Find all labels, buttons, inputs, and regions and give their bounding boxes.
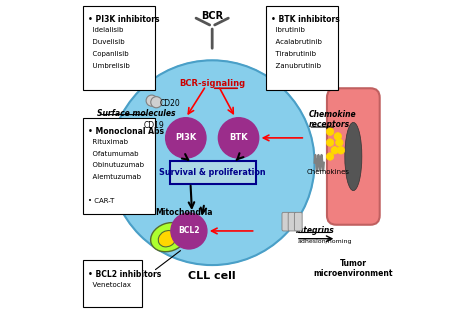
Text: PI3K: PI3K	[175, 133, 196, 142]
Text: • Monoclonal Abs: • Monoclonal Abs	[88, 127, 164, 136]
FancyBboxPatch shape	[327, 88, 380, 225]
Text: CD20: CD20	[159, 99, 180, 108]
Circle shape	[151, 97, 162, 108]
Text: Ofatumumab: Ofatumumab	[88, 151, 138, 156]
Circle shape	[165, 118, 206, 158]
Circle shape	[219, 118, 259, 158]
Text: Idelalisib: Idelalisib	[88, 27, 123, 33]
Text: Integrins: Integrins	[296, 226, 335, 235]
Text: BCR-signaling: BCR-signaling	[179, 79, 245, 88]
Text: Survival & proliferation: Survival & proliferation	[159, 168, 266, 177]
Text: Obinutuzumab: Obinutuzumab	[88, 162, 144, 168]
FancyBboxPatch shape	[83, 260, 142, 307]
Text: • BCL2 inhibitors: • BCL2 inhibitors	[88, 270, 161, 279]
Circle shape	[326, 128, 334, 136]
Text: Mitochondria: Mitochondria	[155, 208, 212, 217]
Circle shape	[331, 146, 338, 154]
FancyBboxPatch shape	[288, 212, 296, 231]
Text: • PI3K inhibitors: • PI3K inhibitors	[88, 15, 160, 24]
Text: • BTK inhibitors: • BTK inhibitors	[271, 15, 340, 24]
Text: Chemokine
receptors: Chemokine receptors	[309, 110, 356, 129]
Ellipse shape	[345, 122, 362, 191]
FancyBboxPatch shape	[83, 118, 155, 214]
Text: BTK: BTK	[229, 133, 248, 142]
Text: CLL cell: CLL cell	[188, 271, 236, 281]
Text: Surface molecules: Surface molecules	[97, 109, 176, 118]
Text: Chemokines: Chemokines	[307, 169, 350, 175]
FancyBboxPatch shape	[266, 6, 338, 90]
Text: Rituximab: Rituximab	[88, 139, 128, 145]
Circle shape	[326, 139, 334, 146]
Text: Ibrutinib: Ibrutinib	[271, 27, 305, 33]
Text: • CAR-T: • CAR-T	[88, 198, 114, 204]
Text: Zanubrutinib: Zanubrutinib	[271, 63, 321, 69]
Circle shape	[171, 213, 207, 249]
Text: Duvelisib: Duvelisib	[88, 39, 125, 45]
Text: adhesion/homing: adhesion/homing	[298, 239, 352, 244]
Text: CD19: CD19	[144, 121, 164, 130]
Circle shape	[336, 139, 343, 146]
Circle shape	[337, 146, 345, 154]
Ellipse shape	[158, 231, 176, 247]
Text: BCR: BCR	[201, 11, 223, 21]
Circle shape	[326, 153, 334, 160]
Text: Tirabrutinib: Tirabrutinib	[271, 51, 316, 57]
FancyBboxPatch shape	[170, 161, 255, 184]
Text: Tumor
microenvironment: Tumor microenvironment	[314, 259, 393, 278]
Text: Acalabrutinib: Acalabrutinib	[271, 39, 322, 45]
Text: BCL2: BCL2	[178, 226, 200, 235]
FancyBboxPatch shape	[282, 212, 290, 231]
FancyBboxPatch shape	[294, 212, 302, 231]
Text: Umbrelisib: Umbrelisib	[88, 63, 130, 69]
Text: Alemtuzumab: Alemtuzumab	[88, 174, 141, 180]
Ellipse shape	[151, 223, 187, 252]
FancyBboxPatch shape	[83, 6, 155, 90]
Circle shape	[110, 60, 315, 265]
Circle shape	[146, 95, 157, 106]
Text: Venetoclax: Venetoclax	[88, 281, 131, 288]
Circle shape	[334, 133, 342, 140]
Text: Copanlisib: Copanlisib	[88, 51, 129, 57]
